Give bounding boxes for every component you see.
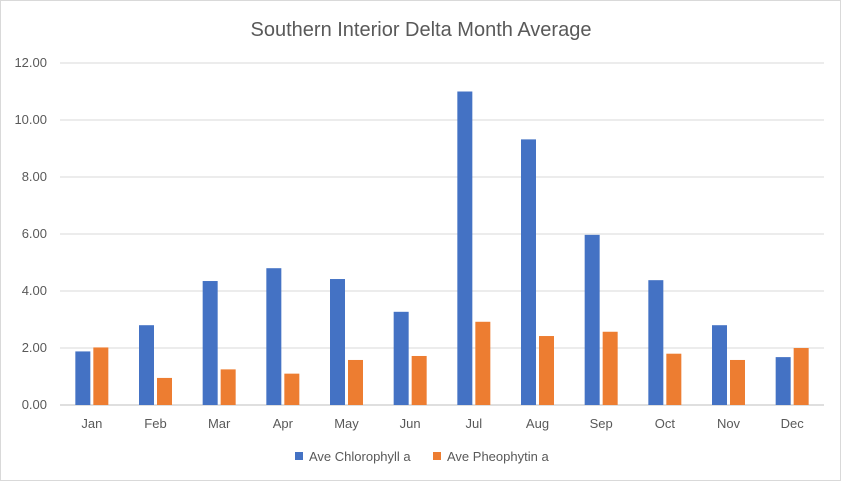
x-tick-label: May [334,416,359,431]
bar-pheophytin-oct [666,353,682,405]
legend-label: Ave Chlorophyll a [309,449,411,464]
bar-pheophytin-nov [730,359,745,405]
bar-pheophytin-dec [793,348,809,405]
x-tick-label: Jan [81,416,102,431]
bar-chlorophyll-jun [393,311,409,405]
x-tick-label: Jun [400,416,421,431]
bars [75,91,809,405]
x-tick-label: Apr [273,416,294,431]
y-tick-label: 12.00 [14,55,47,70]
bar-pheophytin-mar [220,369,236,405]
x-tick-label: Jul [466,416,483,431]
y-tick-label: 0.00 [22,397,47,412]
x-tick-label: Sep [590,416,613,431]
bar-pheophytin-jul [475,321,491,405]
x-tick-label: Aug [526,416,549,431]
bar-chlorophyll-jul [457,91,473,405]
x-tick-label: Feb [144,416,166,431]
bar-chlorophyll-nov [712,325,727,405]
y-tick-label: 10.00 [14,112,47,127]
bar-chlorophyll-aug [521,139,536,405]
bar-chlorophyll-oct [648,280,664,405]
chart-title: Southern Interior Delta Month Average [251,19,592,41]
x-tick-label: Nov [717,416,741,431]
bar-pheophytin-aug [539,336,554,405]
y-axis: 0.00 2.00 4.00 6.00 8.00 10.00 12.00 [14,55,47,412]
bar-chlorophyll-may [330,279,345,405]
bar-pheophytin-apr [284,373,300,405]
y-tick-label: 6.00 [22,226,47,241]
y-tick-label: 2.00 [22,340,47,355]
bar-pheophytin-jun [411,355,427,405]
x-tick-label: Dec [781,416,805,431]
y-tick-label: 4.00 [22,283,47,298]
bar-chlorophyll-jan [75,351,91,405]
x-tick-label: Oct [655,416,676,431]
legend-label: Ave Pheophytin a [447,449,549,464]
legend-swatch [433,452,441,460]
gridlines [60,62,824,406]
bar-chlorophyll-sep [584,234,600,405]
bar-chlorophyll-dec [775,357,791,405]
bar-chlorophyll-apr [266,268,282,405]
y-tick-label: 8.00 [22,169,47,184]
x-tick-label: Mar [208,416,231,431]
bar-pheophytin-jan [93,347,109,405]
legend: Ave Chlorophyll a Ave Pheophytin a [295,449,549,464]
bar-pheophytin-may [348,359,363,405]
bar-pheophytin-sep [602,331,618,405]
bar-chlorophyll-mar [202,281,218,405]
bar-pheophytin-feb [157,377,172,405]
legend-swatch [295,452,303,460]
bar-chlorophyll-feb [139,325,154,405]
x-axis: Jan Feb Mar Apr May Jun Jul Aug Sep Oct Nov Dec [81,416,804,431]
